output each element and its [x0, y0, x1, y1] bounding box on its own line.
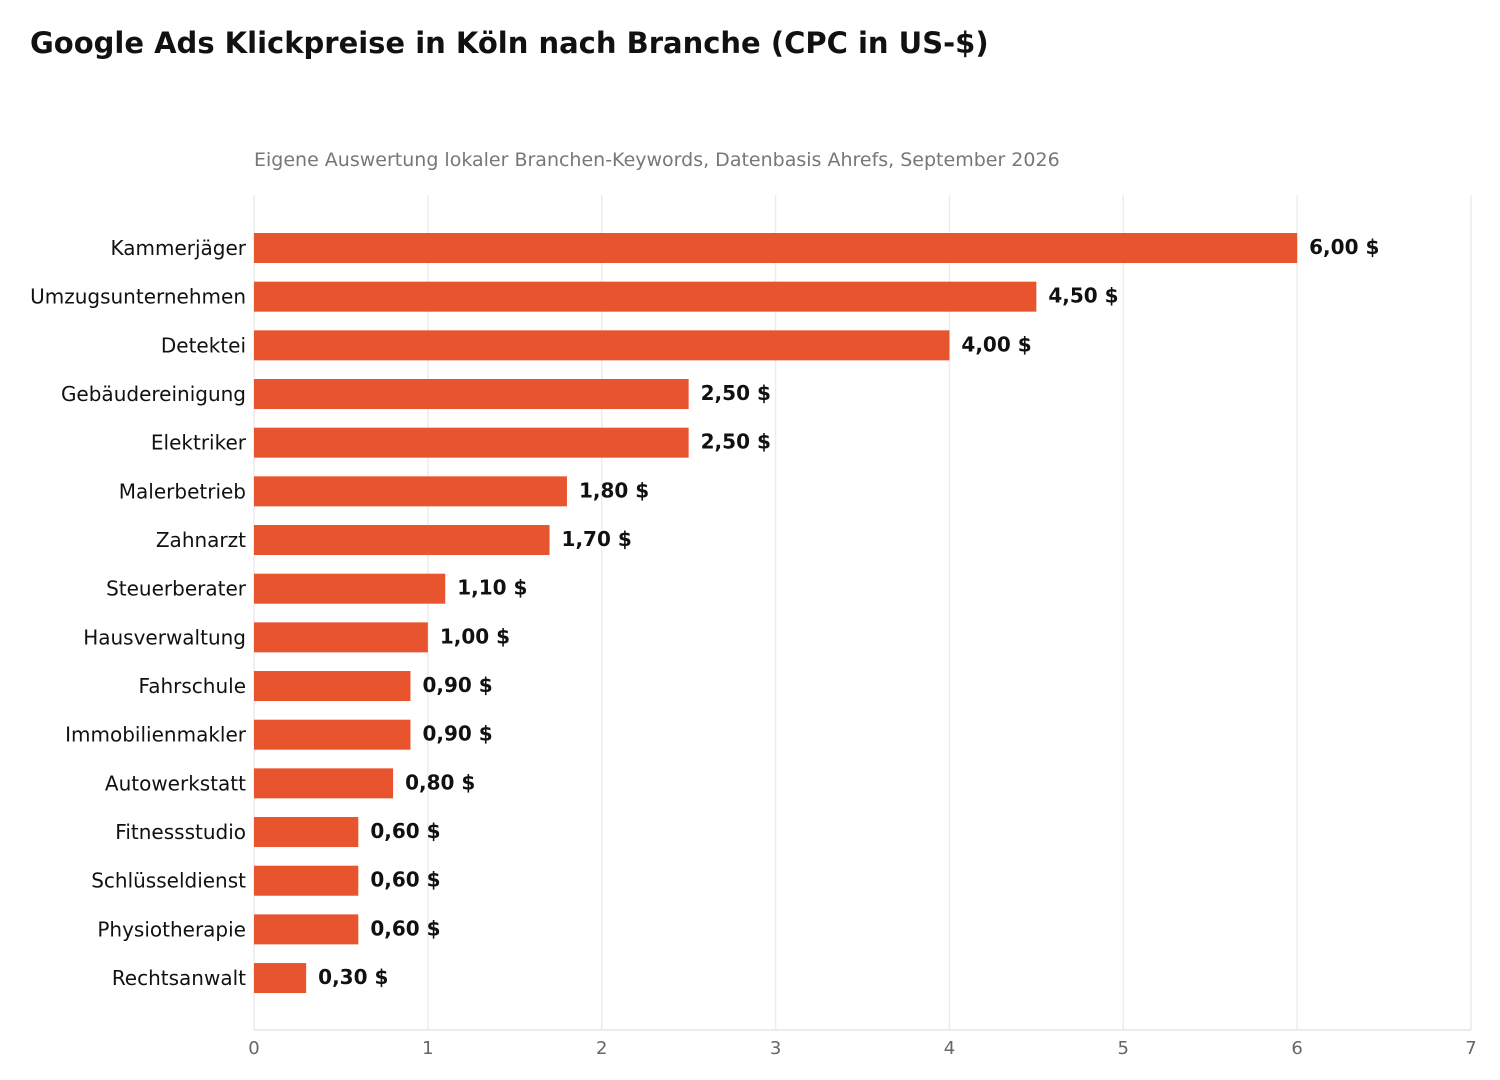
bar	[254, 914, 359, 945]
value-label: 2,50 $	[701, 430, 771, 454]
category-label: Malerbetrieb	[119, 479, 246, 503]
value-label: 0,90 $	[422, 673, 492, 697]
x-tick-label: 0	[248, 1038, 259, 1059]
bar	[254, 719, 411, 750]
bar	[254, 671, 411, 702]
category-label: Rechtsanwalt	[112, 966, 246, 990]
category-label: Kammerjäger	[110, 236, 246, 260]
category-label: Steuerberater	[106, 577, 247, 601]
bar	[254, 817, 359, 848]
category-label: Immobilienmakler	[65, 723, 247, 747]
bar	[254, 233, 1298, 263]
category-label: Hausverwaltung	[83, 625, 246, 649]
category-label: Elektriker	[151, 431, 247, 455]
bar	[254, 768, 394, 799]
category-label: Detektei	[161, 333, 246, 357]
bars	[254, 233, 1298, 994]
bar	[254, 525, 550, 556]
value-label: 0,60 $	[370, 868, 440, 892]
bar	[254, 865, 359, 896]
x-tick-label: 6	[1291, 1038, 1302, 1059]
category-label: Umzugsunternehmen	[30, 285, 246, 309]
value-label: 1,10 $	[457, 576, 527, 600]
value-label: 1,00 $	[440, 624, 510, 648]
bar	[254, 427, 689, 458]
labels: 0 1 2 3 4 5 6 7 Kammerjäger 6,00 $ Umzugsunternehm…	[30, 235, 1477, 1059]
x-tick-label: 2	[596, 1038, 607, 1059]
bar	[254, 963, 307, 994]
category-label: Physiotherapie	[97, 917, 246, 941]
category-label: Fitnessstudio	[115, 820, 246, 844]
bar	[254, 622, 428, 653]
value-label: 6,00 $	[1309, 235, 1379, 259]
chart-title: Google Ads Klickpreise in Köln nach Bran…	[30, 26, 989, 60]
value-label: 0,60 $	[370, 916, 440, 940]
bar	[254, 281, 1037, 312]
value-label: 0,30 $	[318, 965, 388, 989]
bar	[254, 379, 689, 410]
value-label: 4,50 $	[1048, 284, 1118, 308]
category-label: Autowerkstatt	[105, 771, 246, 795]
x-tick-label: 7	[1465, 1038, 1476, 1059]
value-label: 0,80 $	[405, 770, 475, 794]
category-label: Zahnarzt	[156, 528, 246, 552]
category-label: Fahrschule	[139, 674, 246, 698]
category-label: Gebäudereinigung	[61, 382, 246, 406]
chart-subtitle: Eigene Auswertung lokaler Branchen-Keywo…	[254, 149, 1060, 171]
bar	[254, 573, 446, 604]
value-label: 0,60 $	[370, 819, 440, 843]
x-tick-label: 4	[944, 1038, 955, 1059]
value-label: 1,80 $	[579, 478, 649, 502]
bar	[254, 476, 567, 507]
x-tick-label: 5	[1118, 1038, 1129, 1059]
value-label: 1,70 $	[562, 527, 632, 551]
x-tick-label: 3	[770, 1038, 781, 1059]
value-label: 0,90 $	[422, 722, 492, 746]
value-label: 4,00 $	[961, 332, 1031, 356]
value-label: 2,50 $	[701, 381, 771, 405]
category-label: Schlüsseldienst	[91, 869, 246, 893]
gridlines	[253, 195, 1472, 1031]
bar	[254, 330, 950, 361]
x-tick-label: 1	[422, 1038, 433, 1059]
